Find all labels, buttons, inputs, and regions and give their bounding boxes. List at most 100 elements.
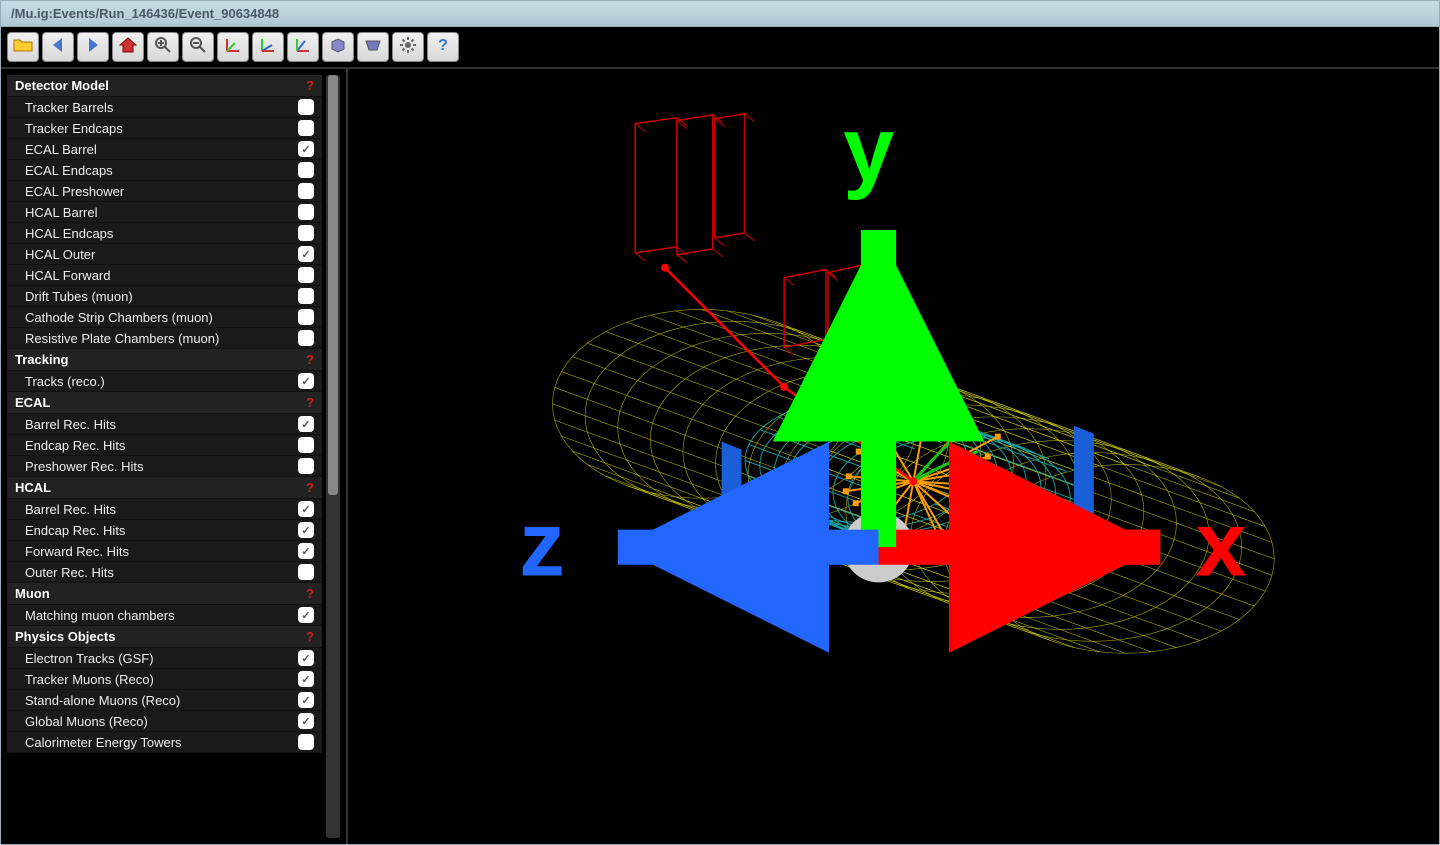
folder-button[interactable] bbox=[7, 32, 39, 62]
checkbox[interactable] bbox=[298, 183, 314, 199]
perspective-button[interactable] bbox=[357, 32, 389, 62]
list-item[interactable]: Preshower Rec. Hits bbox=[7, 456, 322, 477]
axis-yz-button[interactable] bbox=[252, 32, 284, 62]
list-item[interactable]: Drift Tubes (muon) bbox=[7, 286, 322, 307]
list-item[interactable]: ECAL Endcaps bbox=[7, 160, 322, 181]
window-title: /Mu.ig:Events/Run_146436/Event_90634848 bbox=[1, 1, 1439, 27]
checkbox[interactable] bbox=[298, 713, 314, 729]
help-button[interactable]: ? bbox=[427, 32, 459, 62]
axis-xy-icon bbox=[224, 36, 242, 59]
list-item[interactable]: Matching muon chambers bbox=[7, 605, 322, 626]
item-label: Tracker Muons (Reco) bbox=[25, 672, 298, 687]
list-item[interactable]: Barrel Rec. Hits bbox=[7, 414, 322, 435]
item-label: HCAL Outer bbox=[25, 247, 298, 262]
viewport-3d[interactable]: x y z bbox=[346, 69, 1439, 844]
checkbox[interactable] bbox=[298, 458, 314, 474]
checkbox[interactable] bbox=[298, 671, 314, 687]
item-label: HCAL Endcaps bbox=[25, 226, 298, 241]
checkbox[interactable] bbox=[298, 309, 314, 325]
checkbox[interactable] bbox=[298, 225, 314, 241]
sidebar-list: Detector Model?Tracker Barrels Tracker En… bbox=[7, 75, 322, 838]
checkbox[interactable] bbox=[298, 204, 314, 220]
checkbox[interactable] bbox=[298, 692, 314, 708]
next-button[interactable] bbox=[77, 32, 109, 62]
section-muon[interactable]: Muon? bbox=[7, 583, 322, 605]
item-label: Global Muons (Reco) bbox=[25, 714, 298, 729]
home-button[interactable] bbox=[112, 32, 144, 62]
list-item[interactable]: Outer Rec. Hits bbox=[7, 562, 322, 583]
list-item[interactable]: HCAL Forward bbox=[7, 265, 322, 286]
help-icon[interactable]: ? bbox=[306, 78, 314, 93]
zoom-in-button[interactable] bbox=[147, 32, 179, 62]
checkbox[interactable] bbox=[298, 267, 314, 283]
list-item[interactable]: Endcap Rec. Hits bbox=[7, 520, 322, 541]
svg-text:x: x bbox=[1196, 493, 1247, 595]
section-physics-objects[interactable]: Physics Objects? bbox=[7, 626, 322, 648]
checkbox[interactable] bbox=[298, 162, 314, 178]
list-item[interactable]: Endcap Rec. Hits bbox=[7, 435, 322, 456]
checkbox[interactable] bbox=[298, 373, 314, 389]
axis-yz-icon bbox=[259, 36, 277, 59]
checkbox[interactable] bbox=[298, 120, 314, 136]
view-3d-button[interactable] bbox=[322, 32, 354, 62]
checkbox[interactable] bbox=[298, 330, 314, 346]
content: Detector Model?Tracker Barrels Tracker En… bbox=[1, 69, 1439, 844]
item-label: Tracker Endcaps bbox=[25, 121, 298, 136]
checkbox[interactable] bbox=[298, 650, 314, 666]
checkbox[interactable] bbox=[298, 288, 314, 304]
settings-button[interactable] bbox=[392, 32, 424, 62]
list-item[interactable]: Tracker Endcaps bbox=[7, 118, 322, 139]
list-item[interactable]: Resistive Plate Chambers (muon) bbox=[7, 328, 322, 349]
section-title: HCAL bbox=[15, 480, 51, 495]
list-item[interactable]: Electron Tracks (GSF) bbox=[7, 648, 322, 669]
axis-xz-icon bbox=[294, 36, 312, 59]
list-item[interactable]: Barrel Rec. Hits bbox=[7, 499, 322, 520]
svg-text:z: z bbox=[519, 493, 565, 595]
checkbox[interactable] bbox=[298, 607, 314, 623]
section-title: Tracking bbox=[15, 352, 68, 367]
list-item[interactable]: Forward Rec. Hits bbox=[7, 541, 322, 562]
checkbox[interactable] bbox=[298, 543, 314, 559]
list-item[interactable]: ECAL Barrel bbox=[7, 139, 322, 160]
list-item[interactable]: Tracks (reco.) bbox=[7, 371, 322, 392]
item-label: Preshower Rec. Hits bbox=[25, 459, 298, 474]
list-item[interactable]: Cathode Strip Chambers (muon) bbox=[7, 307, 322, 328]
list-item[interactable]: HCAL Outer bbox=[7, 244, 322, 265]
zoom-out-button[interactable] bbox=[182, 32, 214, 62]
checkbox[interactable] bbox=[298, 416, 314, 432]
list-item[interactable]: Stand-alone Muons (Reco) bbox=[7, 690, 322, 711]
item-label: Tracks (reco.) bbox=[25, 374, 298, 389]
checkbox[interactable] bbox=[298, 99, 314, 115]
list-item[interactable]: Global Muons (Reco) bbox=[7, 711, 322, 732]
help-icon[interactable]: ? bbox=[306, 395, 314, 410]
section-tracking[interactable]: Tracking? bbox=[7, 349, 322, 371]
section-detector-model[interactable]: Detector Model? bbox=[7, 75, 322, 97]
axis-xz-button[interactable] bbox=[287, 32, 319, 62]
checkbox[interactable] bbox=[298, 734, 314, 750]
section-ecal[interactable]: ECAL? bbox=[7, 392, 322, 414]
checkbox[interactable] bbox=[298, 246, 314, 262]
section-title: Physics Objects bbox=[15, 629, 115, 644]
help-icon[interactable]: ? bbox=[306, 586, 314, 601]
prev-button[interactable] bbox=[42, 32, 74, 62]
axis-widget: x y z bbox=[333, 69, 1424, 829]
help-icon: ? bbox=[434, 36, 452, 59]
checkbox[interactable] bbox=[298, 564, 314, 580]
axis-xy-button[interactable] bbox=[217, 32, 249, 62]
zoom-out-icon bbox=[189, 36, 207, 59]
help-icon[interactable]: ? bbox=[306, 352, 314, 367]
checkbox[interactable] bbox=[298, 437, 314, 453]
section-hcal[interactable]: HCAL? bbox=[7, 477, 322, 499]
checkbox[interactable] bbox=[298, 522, 314, 538]
list-item[interactable]: HCAL Endcaps bbox=[7, 223, 322, 244]
list-item[interactable]: HCAL Barrel bbox=[7, 202, 322, 223]
list-item[interactable]: Tracker Muons (Reco) bbox=[7, 669, 322, 690]
checkbox[interactable] bbox=[298, 501, 314, 517]
help-icon[interactable]: ? bbox=[306, 629, 314, 644]
list-item[interactable]: Tracker Barrels bbox=[7, 97, 322, 118]
item-label: Drift Tubes (muon) bbox=[25, 289, 298, 304]
checkbox[interactable] bbox=[298, 141, 314, 157]
help-icon[interactable]: ? bbox=[306, 480, 314, 495]
list-item[interactable]: ECAL Preshower bbox=[7, 181, 322, 202]
list-item[interactable]: Calorimeter Energy Towers bbox=[7, 732, 322, 753]
